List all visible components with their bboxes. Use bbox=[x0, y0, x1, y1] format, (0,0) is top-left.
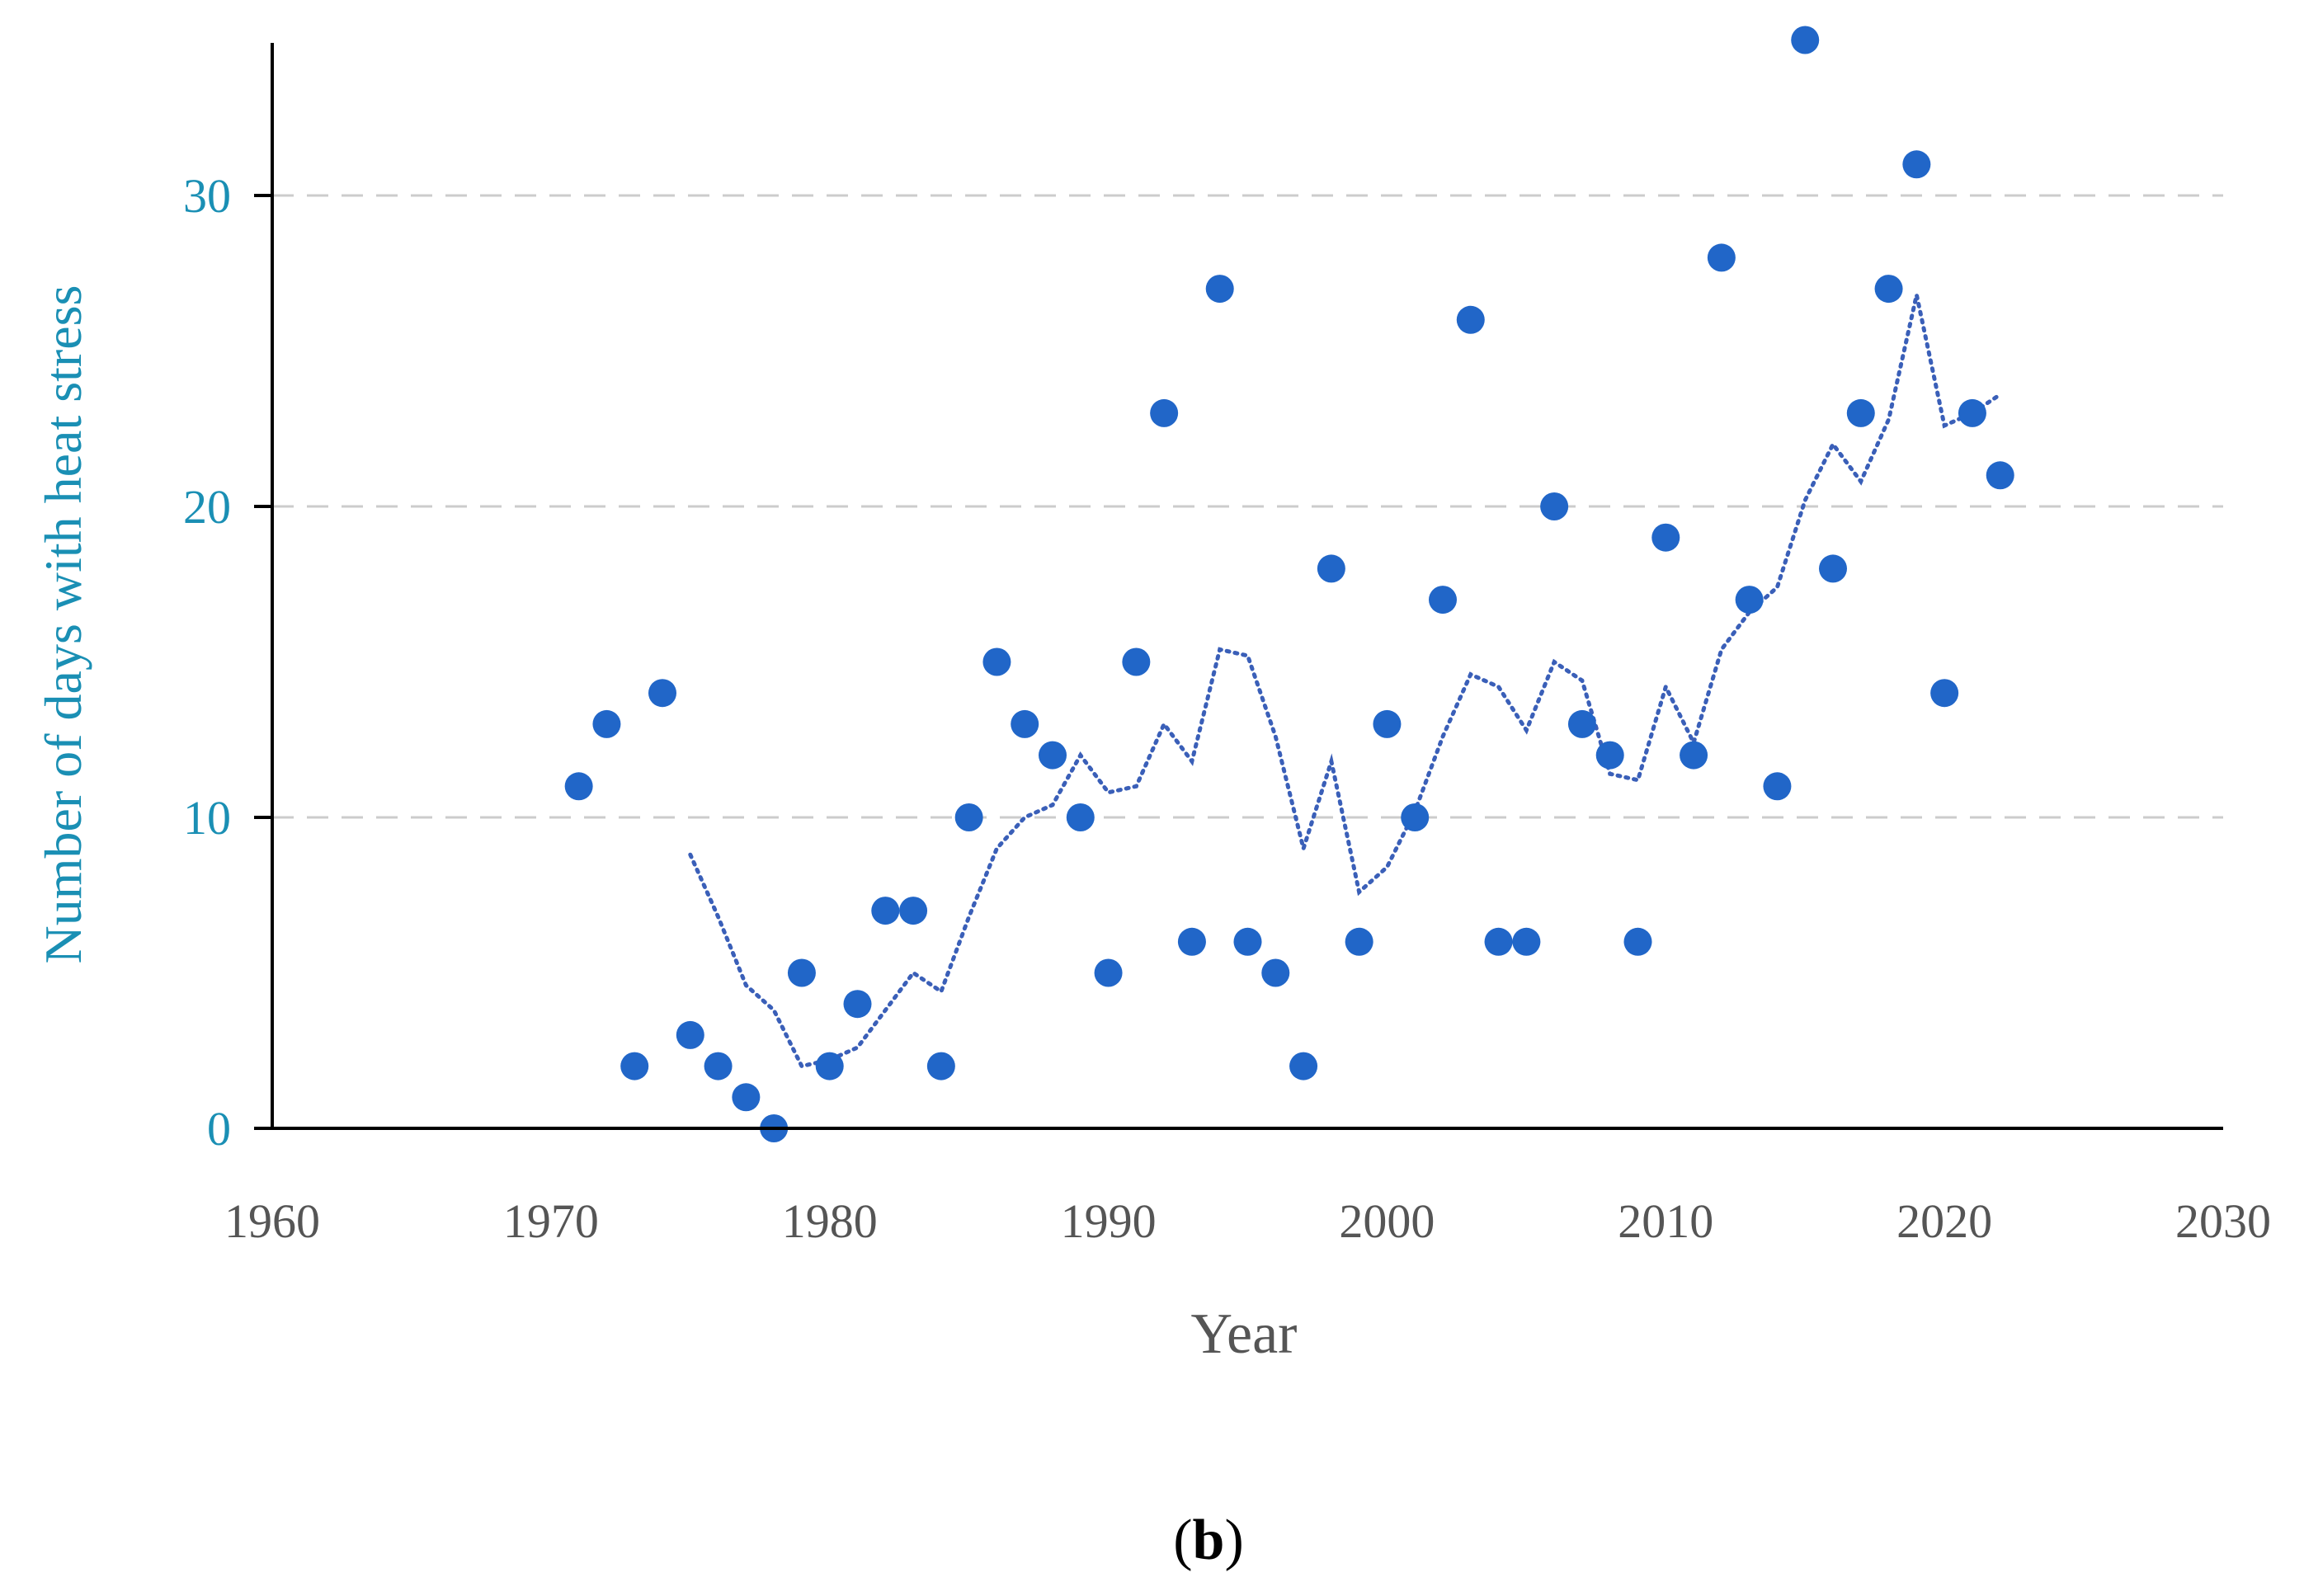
data-point-1974 bbox=[648, 679, 676, 708]
y-axis-title: Number of days with heat stress bbox=[34, 285, 92, 964]
data-point-1988 bbox=[1039, 741, 1067, 770]
trend-line bbox=[688, 294, 2003, 1069]
data-point-2017 bbox=[1846, 398, 1875, 427]
data-point-1977 bbox=[732, 1083, 761, 1112]
y-tick-label-20: 20 bbox=[183, 480, 231, 534]
data-point-2005 bbox=[1512, 927, 1541, 956]
data-point-2004 bbox=[1484, 927, 1513, 956]
data-point-1982 bbox=[871, 897, 900, 925]
data-point-1983 bbox=[899, 897, 928, 925]
data-point-2011 bbox=[1680, 741, 1708, 770]
x-tick-label-1960: 1960 bbox=[224, 1194, 320, 1248]
data-point-2002 bbox=[1429, 586, 1457, 614]
x-tick-label-1980: 1980 bbox=[782, 1194, 878, 1248]
x-tick-label-2000: 2000 bbox=[1339, 1194, 1435, 1248]
panel-label-open: ( bbox=[1173, 1509, 1192, 1572]
data-point-1992 bbox=[1150, 398, 1179, 427]
panel-label-letter: b bbox=[1193, 1509, 1225, 1572]
data-point-1989 bbox=[1066, 803, 1095, 831]
data-point-2006 bbox=[1540, 492, 1569, 520]
data-point-1997 bbox=[1289, 1052, 1318, 1080]
trend-line-layer bbox=[688, 294, 2003, 1069]
data-point-2001 bbox=[1401, 803, 1430, 831]
data-point-1979 bbox=[787, 958, 816, 987]
data-point-2018 bbox=[1874, 275, 1903, 304]
data-point-1996 bbox=[1261, 958, 1290, 987]
data-point-2007 bbox=[1567, 709, 1596, 738]
x-tick-label-2030: 2030 bbox=[2175, 1194, 2271, 1248]
y-tick-label-30: 30 bbox=[183, 169, 231, 223]
data-point-1985 bbox=[954, 803, 983, 831]
data-point-1993 bbox=[1177, 927, 1206, 956]
data-point-1972 bbox=[592, 709, 621, 738]
x-axis-title: Year bbox=[1191, 1302, 1298, 1366]
data-point-1995 bbox=[1233, 927, 1262, 956]
x-tick-labels: 1960 1970 1980 1990 2000 2010 2020 2030 bbox=[224, 1194, 2271, 1248]
data-point-2010 bbox=[1651, 523, 1680, 552]
y-tick-label-10: 10 bbox=[183, 791, 231, 845]
data-point-2012 bbox=[1707, 243, 1736, 272]
data-point-1981 bbox=[843, 990, 872, 1019]
data-point-2019 bbox=[1902, 150, 1931, 179]
data-point-1991 bbox=[1122, 647, 1151, 676]
data-point-1998 bbox=[1317, 554, 1345, 583]
data-point-2022 bbox=[1986, 461, 2014, 490]
data-point-1994 bbox=[1205, 275, 1234, 304]
data-point-1986 bbox=[982, 647, 1011, 676]
panel-label: (b) bbox=[1173, 1509, 1244, 1572]
x-tick-label-2020: 2020 bbox=[1896, 1194, 1992, 1248]
scatter-points bbox=[564, 26, 2014, 1142]
data-point-2000 bbox=[1373, 709, 1402, 738]
data-point-1973 bbox=[620, 1052, 649, 1080]
data-point-2003 bbox=[1456, 305, 1485, 334]
x-tick-label-1970: 1970 bbox=[503, 1194, 599, 1248]
data-point-2013 bbox=[1735, 586, 1764, 614]
data-point-1975 bbox=[676, 1020, 704, 1049]
gridlines bbox=[272, 194, 2223, 819]
x-tick-label-1990: 1990 bbox=[1061, 1194, 1157, 1248]
data-point-2014 bbox=[1763, 772, 1792, 801]
panel-label-close: ) bbox=[1224, 1509, 1243, 1572]
data-point-1990 bbox=[1094, 958, 1123, 987]
data-point-2020 bbox=[1930, 679, 1959, 708]
x-tick-label-2010: 2010 bbox=[1618, 1194, 1713, 1248]
data-point-2009 bbox=[1623, 927, 1652, 956]
data-point-1980 bbox=[815, 1052, 844, 1080]
data-point-2015 bbox=[1791, 26, 1820, 54]
axes bbox=[254, 43, 2223, 1130]
data-point-1976 bbox=[704, 1052, 733, 1080]
y-tick-label-0: 0 bbox=[207, 1102, 231, 1156]
data-point-1999 bbox=[1345, 927, 1373, 956]
data-point-1984 bbox=[926, 1052, 955, 1080]
data-point-1987 bbox=[1011, 709, 1039, 738]
data-point-2016 bbox=[1819, 554, 1847, 583]
data-point-2021 bbox=[1958, 398, 1986, 427]
y-tick-labels: 0 10 20 30 bbox=[183, 169, 231, 1156]
data-point-1971 bbox=[564, 772, 593, 801]
data-point-2008 bbox=[1595, 741, 1624, 770]
